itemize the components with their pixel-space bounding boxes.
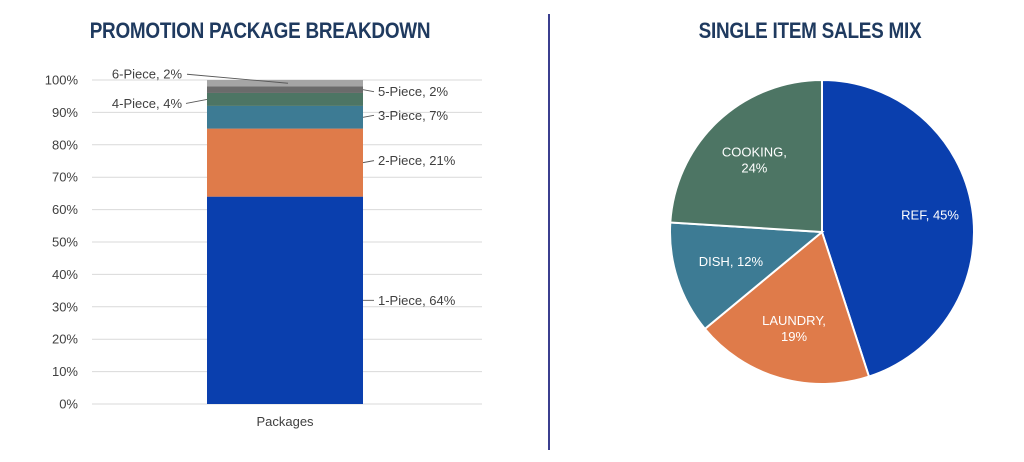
data-label-leader [362,114,375,118]
data-label-leader [362,89,375,93]
x-category-label: Packages [256,414,314,429]
pie-slice [703,230,871,385]
bar-segment [207,86,363,93]
bar-segment [207,92,363,106]
y-tick-label: 20% [52,332,78,347]
y-tick-label: 90% [52,105,78,120]
pie-slice-label: DISH, 12% [699,254,764,269]
y-tick-label: 40% [52,267,78,282]
data-label: 4-Piece, 4% [112,96,183,111]
y-tick-label: 60% [52,202,78,217]
y-tick-label: 100% [45,73,79,88]
y-tick-label: 0% [59,397,78,412]
chart-divider [548,14,550,450]
data-label: 5-Piece, 2% [378,84,449,99]
bar-chart-title: PROMOTION PACKAGE BREAKDOWN [89,18,431,43]
data-label: 3-Piece, 7% [378,108,449,123]
y-tick-label: 30% [52,299,78,314]
pie-slice [821,78,975,378]
pie-chart-title: SINGLE ITEM SALES MIX [698,18,922,43]
data-label: 6-Piece, 2% [112,67,183,82]
y-tick-label: 70% [52,170,78,185]
y-tick-label: 10% [52,364,78,379]
pie-slice [669,78,823,234]
y-tick-label: 50% [52,235,78,250]
pie-slice-label: REF, 45% [901,207,959,222]
bar-segment [207,105,363,129]
bar-segment [207,196,363,404]
data-label-leader [185,98,208,104]
pie-slice [669,221,825,331]
y-tick-label: 80% [52,137,78,152]
data-label-leader [186,73,289,84]
data-label: 1-Piece, 64% [378,293,456,308]
data-label-leader [362,160,375,164]
pie-slice-label: LAUNDRY, 19% [762,313,826,344]
data-label: 2-Piece, 21% [378,153,456,168]
pie-slice-label: COOKING, 24% [722,144,787,175]
bar-segment [207,128,363,197]
